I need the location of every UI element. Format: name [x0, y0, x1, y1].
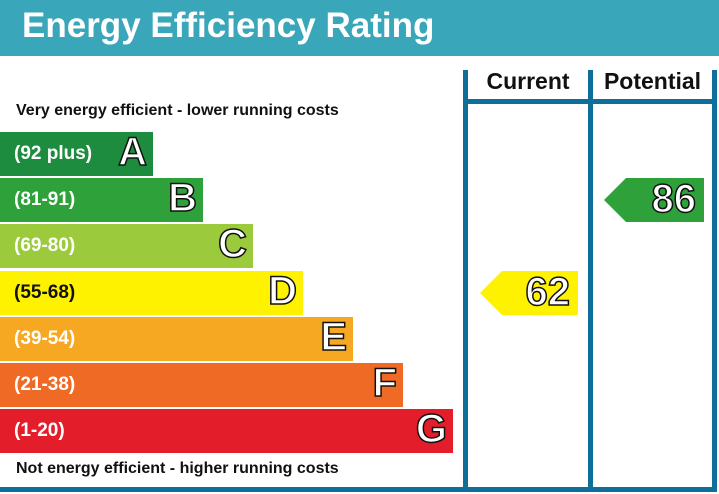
column-divider — [588, 70, 593, 492]
band-range: (39-54) — [14, 328, 76, 349]
band-letter: E — [320, 314, 348, 360]
current-column-header: Current — [486, 68, 570, 94]
bottom-border — [0, 487, 717, 492]
band-letter: A — [117, 129, 147, 175]
band-a: (92 plus) A — [0, 129, 153, 176]
band-range: (69-80) — [14, 235, 76, 256]
potential-rating-value: 86 — [651, 177, 697, 222]
band-range: (21-38) — [14, 374, 76, 395]
band-range: (55-68) — [14, 282, 76, 303]
top-note: Very energy efficient - lower running co… — [16, 102, 339, 119]
potential-rating-arrow: 86 — [604, 178, 704, 222]
band-range: (92 plus) — [14, 143, 93, 164]
band-f: (21-38) F — [0, 360, 403, 407]
band-d: (55-68) D — [0, 268, 303, 315]
title-bar: Energy Efficiency Rating — [0, 0, 719, 56]
band-range: (81-91) — [14, 189, 76, 210]
potential-column-header: Potential — [603, 68, 702, 94]
chart-title: Energy Efficiency Rating — [22, 6, 435, 45]
band-c: (69-80) C — [0, 221, 253, 268]
band-range: (1-20) — [14, 420, 65, 441]
band-b: (81-91) B — [0, 175, 203, 222]
band-letter: G — [415, 406, 448, 452]
band-letter: B — [167, 175, 197, 221]
bottom-note: Not energy efficient - higher running co… — [16, 460, 339, 477]
band-letter: D — [267, 268, 297, 314]
current-rating-arrow: 62 — [480, 271, 578, 315]
column-divider — [712, 70, 717, 492]
column-divider — [463, 70, 468, 492]
band-letter: C — [217, 221, 247, 267]
band-letter: F — [372, 360, 398, 406]
band-g: (1-20) G — [0, 406, 453, 453]
band-e: (39-54) E — [0, 314, 353, 361]
header-divider — [463, 99, 717, 104]
current-rating-value: 62 — [525, 270, 571, 315]
